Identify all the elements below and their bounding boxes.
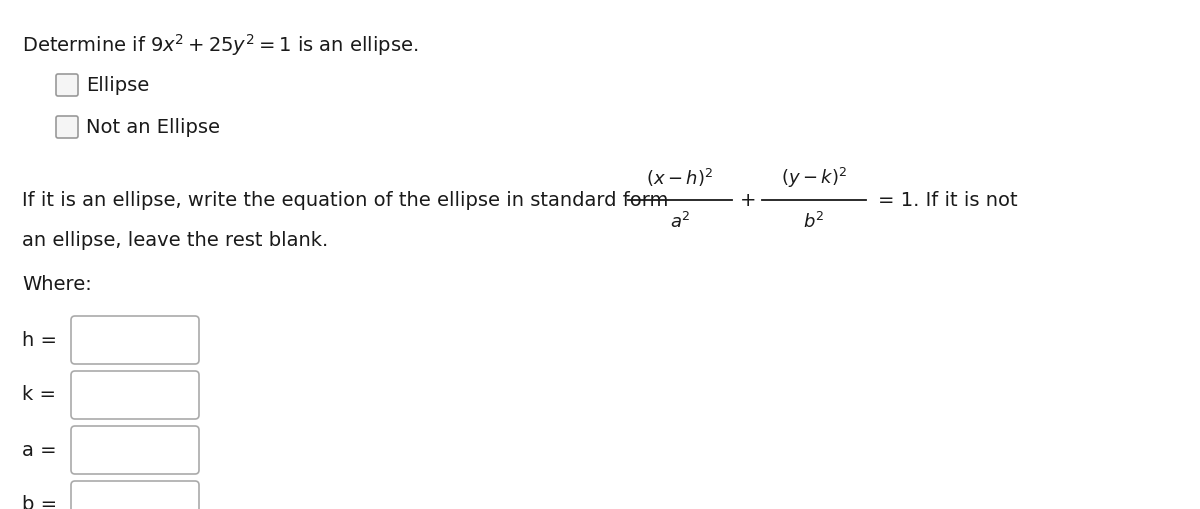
Text: an ellipse, leave the rest blank.: an ellipse, leave the rest blank. — [22, 231, 329, 249]
FancyBboxPatch shape — [71, 481, 199, 509]
Text: Determine if $9x^2 + 25y^2 = 1$ is an ellipse.: Determine if $9x^2 + 25y^2 = 1$ is an el… — [22, 32, 419, 58]
Text: Where:: Where: — [22, 275, 91, 295]
Text: a =: a = — [22, 440, 56, 460]
FancyBboxPatch shape — [71, 316, 199, 364]
Text: $+$: $+$ — [739, 190, 755, 210]
Text: b =: b = — [22, 495, 58, 509]
Text: $(x - h)^2$: $(x - h)^2$ — [647, 167, 714, 189]
Text: $b^2$: $b^2$ — [803, 212, 824, 232]
Text: Not an Ellipse: Not an Ellipse — [86, 118, 220, 136]
FancyBboxPatch shape — [56, 74, 78, 96]
FancyBboxPatch shape — [56, 116, 78, 138]
Text: k =: k = — [22, 385, 56, 405]
Text: Ellipse: Ellipse — [86, 75, 149, 95]
Text: = 1. If it is not: = 1. If it is not — [878, 190, 1018, 210]
FancyBboxPatch shape — [71, 371, 199, 419]
Text: h =: h = — [22, 330, 58, 350]
Text: $(y - k)^2$: $(y - k)^2$ — [781, 166, 847, 190]
Text: $a^2$: $a^2$ — [670, 212, 690, 232]
FancyBboxPatch shape — [71, 426, 199, 474]
Text: If it is an ellipse, write the equation of the ellipse in standard form: If it is an ellipse, write the equation … — [22, 190, 668, 210]
